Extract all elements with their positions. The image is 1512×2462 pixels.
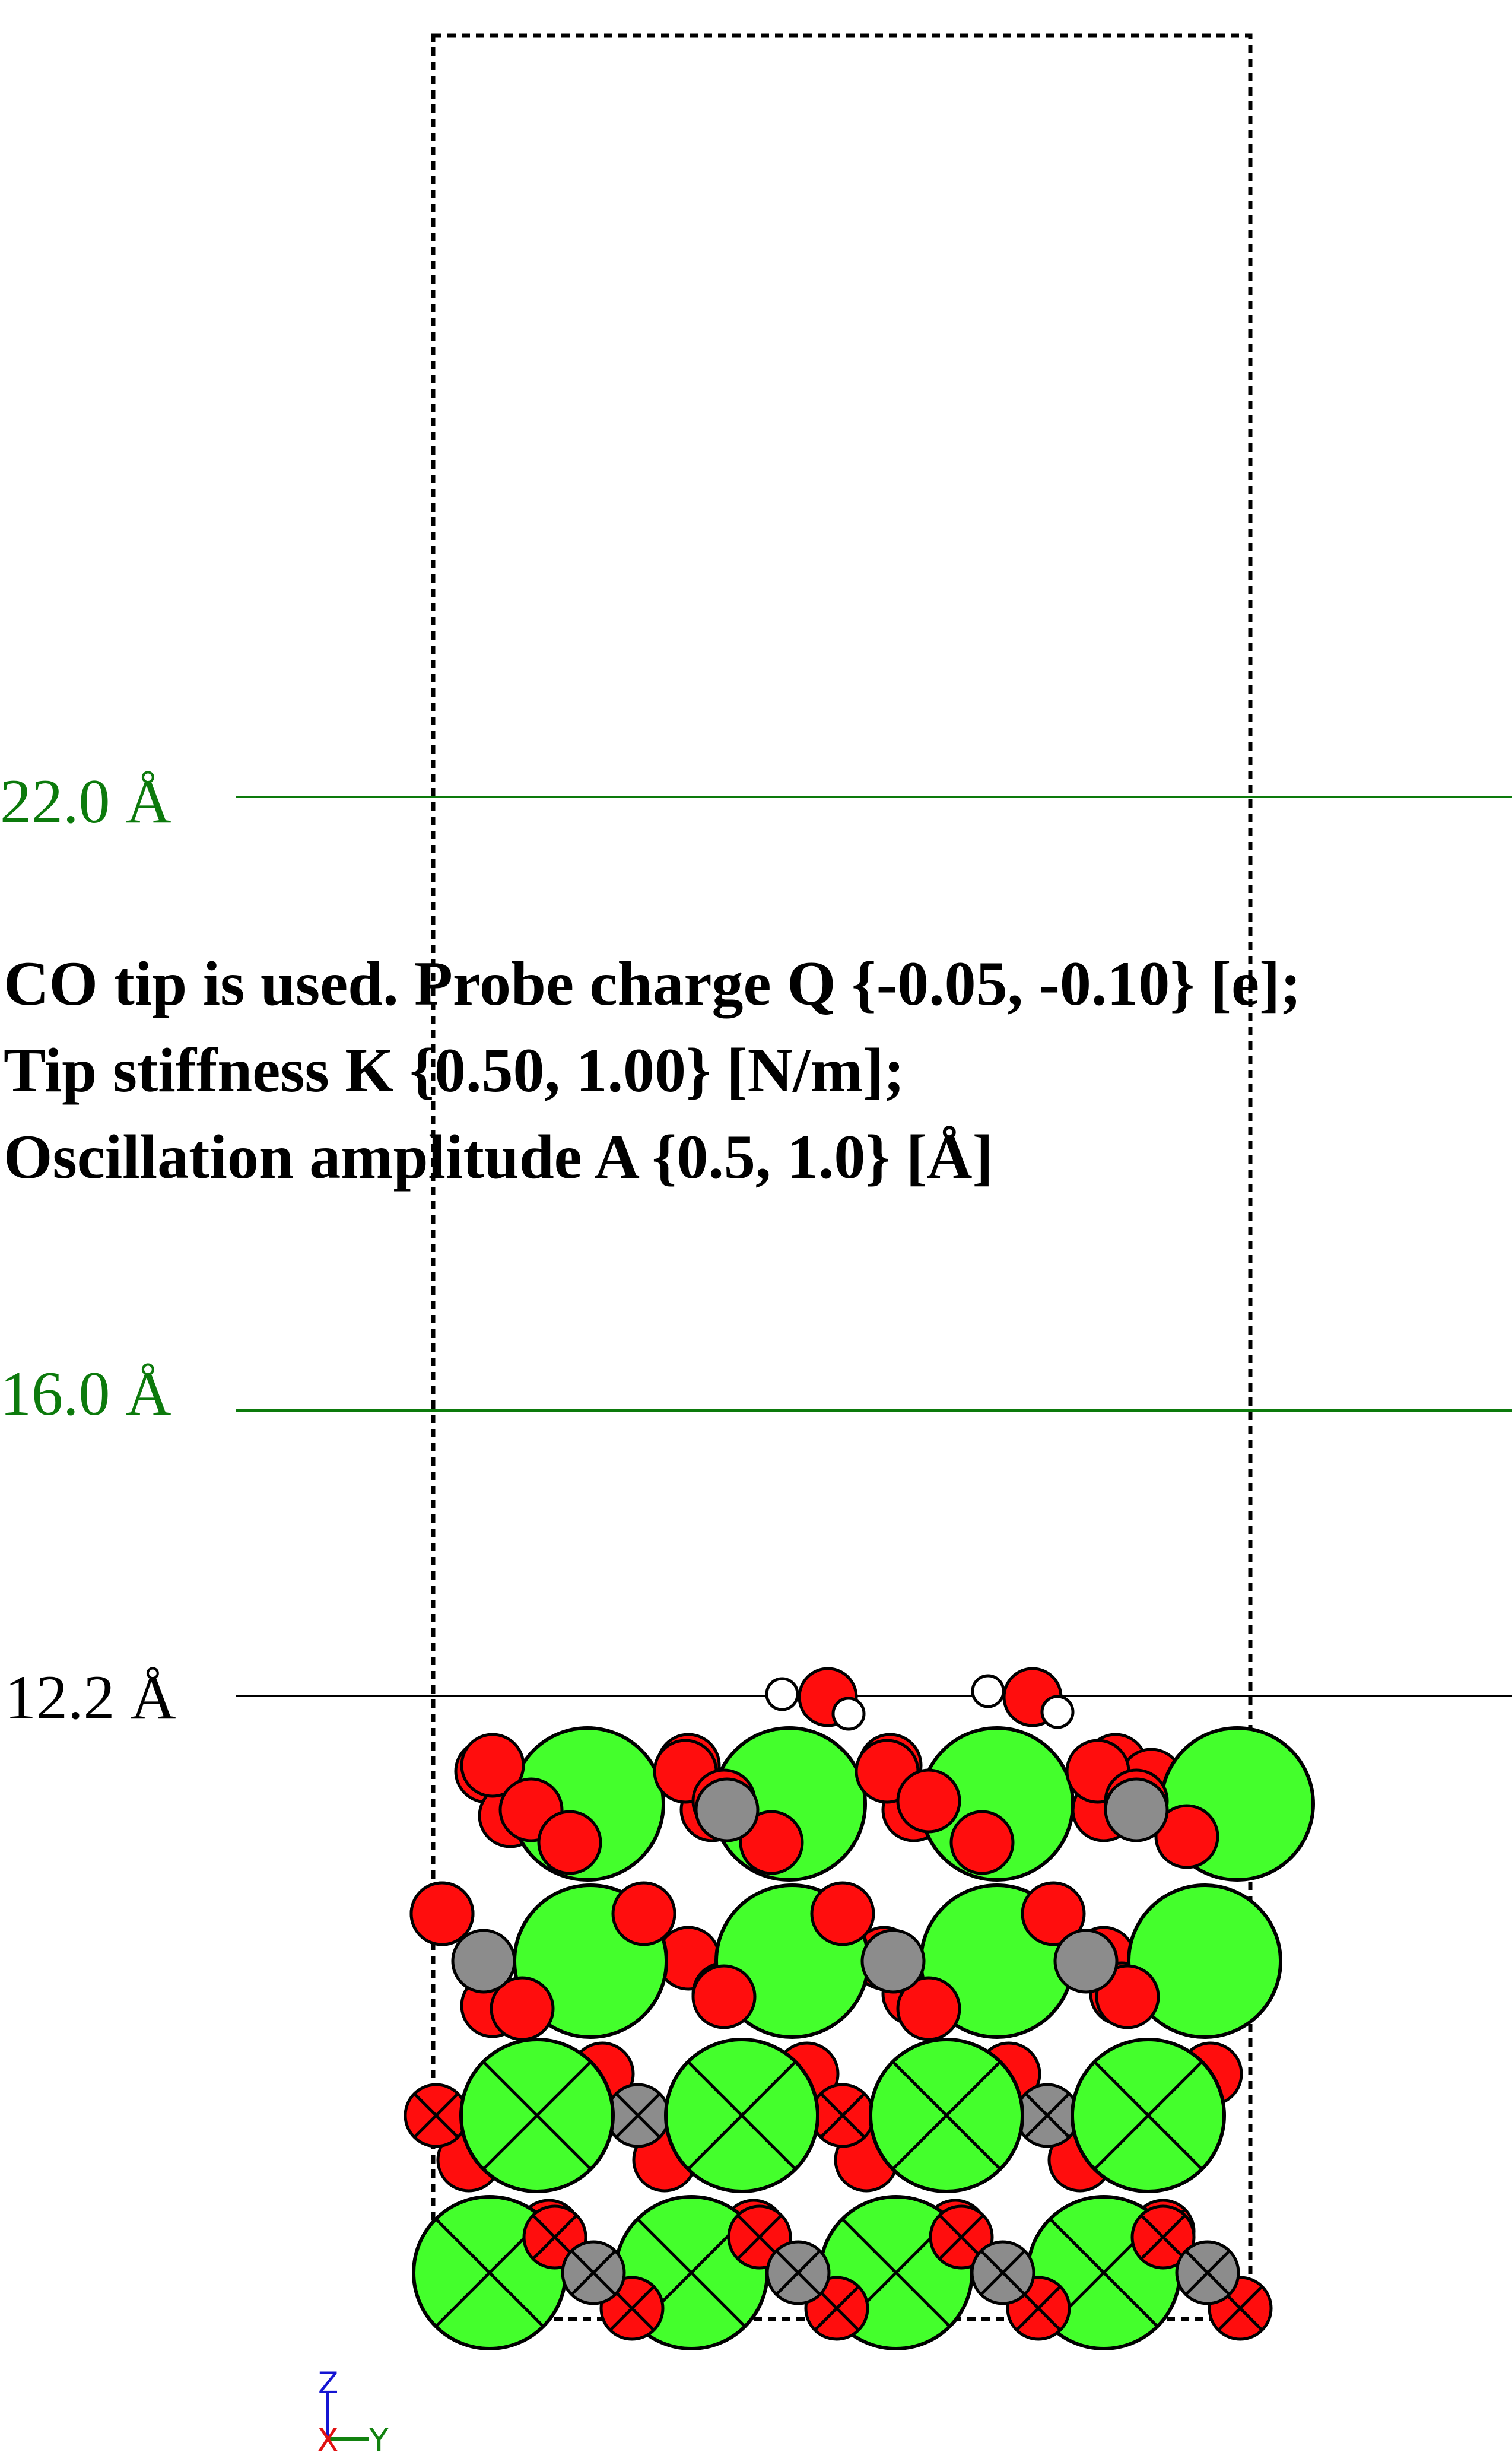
oxygen-atom <box>1021 1881 1086 1946</box>
oxygen-atom <box>691 1964 757 2029</box>
atoms-group <box>404 1667 1315 2350</box>
oxygen-atom <box>810 2083 875 2148</box>
y-axis-label: Y <box>369 2422 389 2459</box>
parameters-line-2: Tip stiffness K {0.50, 1.00} [N/m]; <box>4 1035 905 1105</box>
oxygen-atom <box>460 1733 525 1798</box>
oxygen-atom <box>949 1810 1015 1875</box>
calcium-atom <box>1071 2038 1226 2193</box>
height-label-12: 12.2 Å <box>5 1663 176 1732</box>
parameters-line-1: CO tip is used. Probe charge Q {-0.05, -… <box>4 949 1301 1018</box>
carbon-atom <box>860 1929 926 1994</box>
carbon-atom <box>694 1777 760 1842</box>
height-label-16: 16.0 Å <box>0 1359 171 1428</box>
oxygen-atom <box>1130 2204 1196 2270</box>
hydrogen-atom <box>831 1697 866 1731</box>
oxygen-atom <box>404 2083 469 2148</box>
carbon-atom <box>561 2240 626 2305</box>
parameters-line-3: Oscillation amplitude A {0.5, 1.0} [Å] <box>4 1122 993 1192</box>
tip-parameters: CO tip is used. Probe charge Q {-0.05, -… <box>4 941 1301 1200</box>
calcium-atom <box>1127 1883 1282 2039</box>
oxygen-atom <box>537 1810 602 1875</box>
carbon-atom <box>1104 1777 1169 1842</box>
carbon-atom <box>1015 2083 1080 2148</box>
oxygen-atom <box>611 1881 676 1946</box>
carbon-atom <box>1053 1929 1119 1994</box>
carbon-atom <box>970 2240 1035 2305</box>
oxygen-atom <box>896 1976 961 2041</box>
carbon-atom <box>1175 2240 1240 2305</box>
carbon-atom <box>765 2240 831 2305</box>
z-axis-label: Z <box>318 2366 338 2400</box>
calcium-atom <box>869 2038 1024 2193</box>
oxygen-atom <box>896 1768 961 1834</box>
hydrogen-atom <box>1040 1695 1075 1729</box>
calcium-atom <box>664 2038 819 2193</box>
oxygen-atom <box>810 1881 875 1946</box>
x-axis-label: X <box>317 2422 339 2459</box>
oxygen-atom <box>1154 1804 1219 1869</box>
height-label-22: 22.0 Å <box>0 767 171 836</box>
hydrogen-atom <box>971 1674 1005 1708</box>
oxygen-atom <box>1095 1964 1160 2029</box>
carbon-atom <box>605 2083 671 2148</box>
hydrogen-atom <box>765 1677 799 1711</box>
calcium-atom <box>459 2038 615 2193</box>
oxygen-atom <box>739 1810 804 1875</box>
oxygen-atom <box>409 1881 475 1946</box>
oxygen-atom <box>929 2204 994 2270</box>
carbon-atom <box>451 1929 516 1994</box>
axes-indicator: Z X Y <box>317 2366 389 2459</box>
